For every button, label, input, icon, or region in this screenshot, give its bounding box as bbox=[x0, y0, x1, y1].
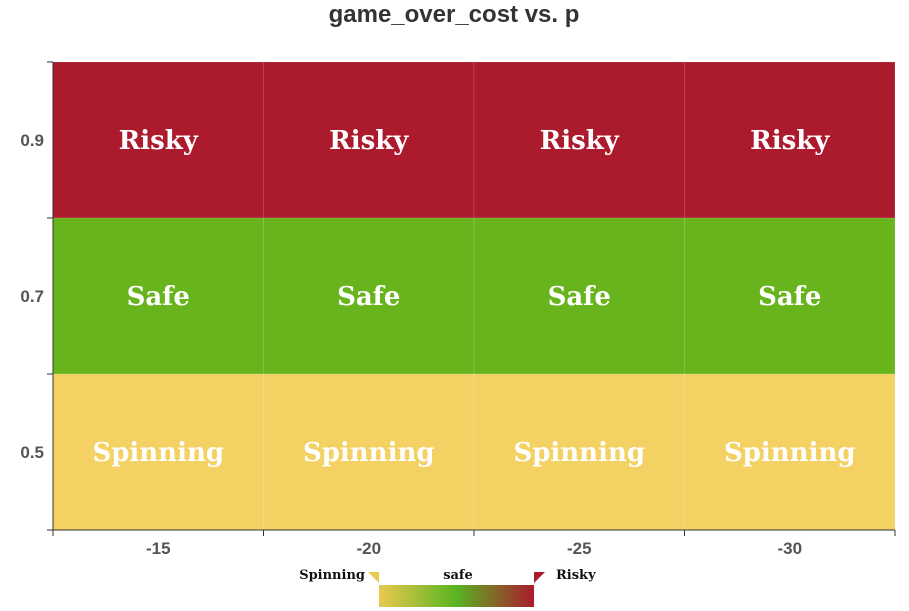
legend-label: safe bbox=[443, 568, 473, 583]
cell-label: Risky bbox=[119, 126, 199, 156]
color-legend: Spinning safe Risky bbox=[299, 568, 596, 607]
cell-label: Safe bbox=[548, 282, 611, 312]
x-tick-label: -15 bbox=[146, 539, 171, 558]
x-tick-label: -25 bbox=[567, 539, 592, 558]
legend-label: Spinning bbox=[299, 568, 365, 583]
cell-label: Spinning bbox=[513, 438, 645, 468]
cell-label: Spinning bbox=[724, 438, 856, 468]
cell-label: Risky bbox=[329, 126, 409, 156]
chart-title: game_over_cost vs. p bbox=[329, 1, 580, 28]
cell-label: Safe bbox=[337, 282, 400, 312]
heatmap-cell bbox=[473, 217, 685, 375]
y-tick-label: 0.7 bbox=[20, 287, 44, 306]
heatmap-cell bbox=[684, 217, 896, 375]
heatmap-cell bbox=[52, 61, 264, 219]
heatmap-cell bbox=[263, 373, 475, 531]
cell-label: Risky bbox=[750, 126, 830, 156]
x-tick-label: -30 bbox=[777, 539, 802, 558]
cell-label: Spinning bbox=[92, 438, 224, 468]
cell-label: Spinning bbox=[303, 438, 435, 468]
heatmap-cell bbox=[263, 217, 475, 375]
cell-label: Safe bbox=[127, 282, 190, 312]
y-tick-label: 0.5 bbox=[20, 443, 44, 462]
cell-label: Safe bbox=[758, 282, 821, 312]
heatmap-cell bbox=[263, 61, 475, 219]
legend-gradient-bar bbox=[379, 585, 534, 607]
legend-high-arrow bbox=[534, 572, 545, 583]
heatmap-cell bbox=[473, 61, 685, 219]
y-tick-label: 0.9 bbox=[20, 131, 44, 150]
x-tick-label: -20 bbox=[356, 539, 381, 558]
heatmap-cell bbox=[684, 61, 896, 219]
heatmap-cell bbox=[52, 217, 264, 375]
cell-label: Risky bbox=[540, 126, 620, 156]
heatmap-cell bbox=[684, 373, 896, 531]
legend-label: Risky bbox=[556, 568, 596, 583]
heatmap-cells: Risky Risky Risky Risky Safe Safe Safe Safe Spin… bbox=[52, 61, 896, 531]
legend-low-arrow bbox=[368, 572, 379, 583]
axes: 0.9 0.7 0.5 -15 -20 -25 -30 bbox=[20, 61, 896, 558]
